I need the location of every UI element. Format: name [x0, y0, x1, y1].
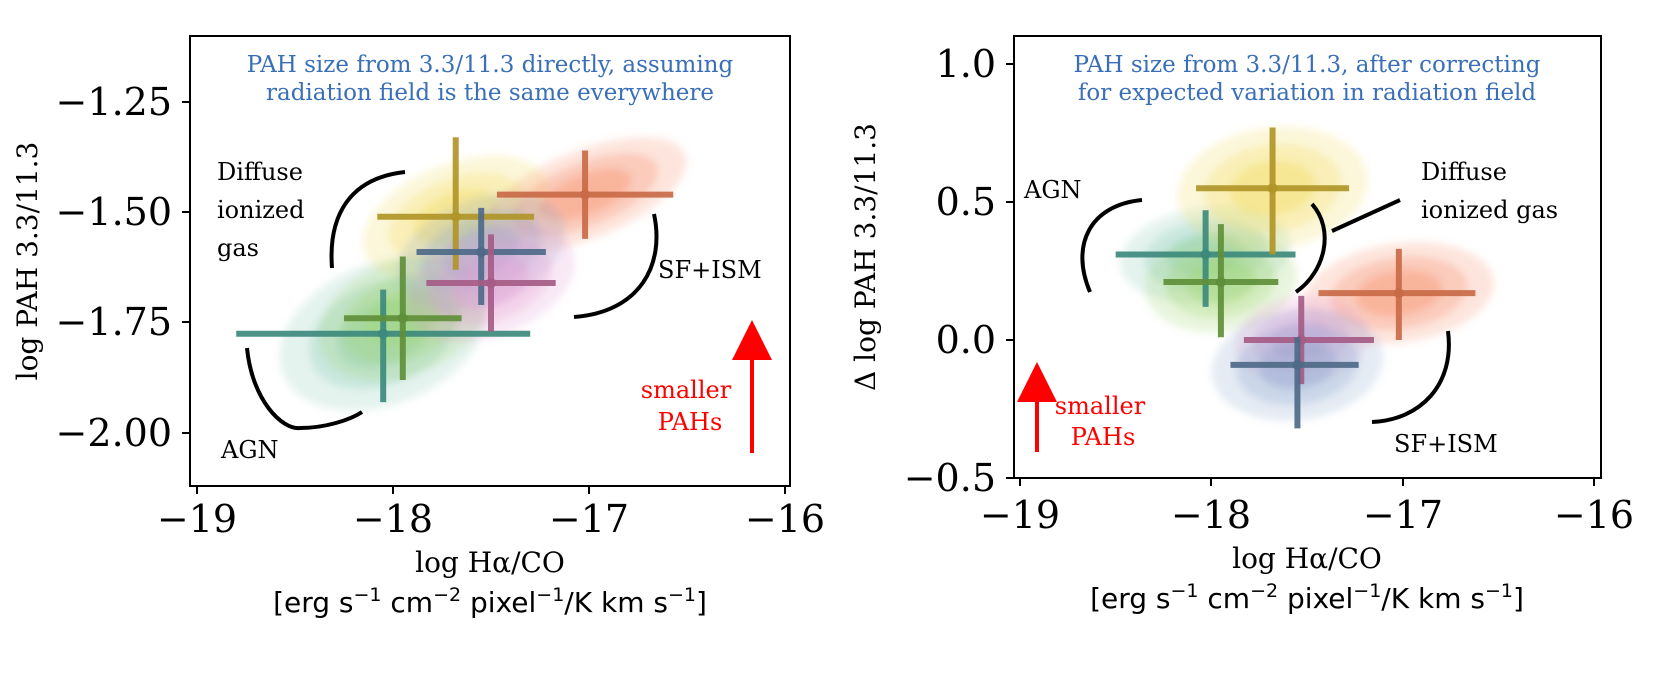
- region-bracket-diffuse: [329, 170, 406, 269]
- data-point: [580, 189, 591, 200]
- y-tick-label: 0.5: [936, 180, 996, 224]
- error-cross: [1318, 248, 1476, 340]
- error-cross: [426, 234, 556, 332]
- x-axis-label: log Hα/CO: [1232, 542, 1382, 575]
- y-axis: −1.25 −1.50 −1.75 −2.00: [56, 80, 190, 455]
- error-cross: [1115, 210, 1296, 307]
- x-axis: −19 −18 −17 −16: [980, 478, 1634, 537]
- panel-title-line-1: PAH size from 3.3/11.3 directly, assumin…: [247, 52, 734, 78]
- data-point: [1393, 288, 1404, 299]
- y-tick-label: −2.00: [56, 411, 172, 455]
- y-tick-label: 0.0: [936, 318, 996, 362]
- arrow-label-line-2: PAHs: [658, 408, 723, 436]
- x-tick-label: −17: [1363, 493, 1443, 537]
- panel-title-line-2: for expected variation in radiation fiel…: [1078, 80, 1537, 106]
- plot-frame: [1013, 35, 1602, 479]
- error-cross: [496, 150, 674, 239]
- error-cross: [236, 289, 531, 403]
- y-tick-label: 1.0: [936, 42, 996, 86]
- region-bracket-sfism: [573, 213, 659, 319]
- data-point: [1292, 359, 1303, 370]
- x-tick-label: −18: [1171, 493, 1251, 537]
- arrow-label-line-1: smaller: [1055, 392, 1146, 420]
- region-bracket-agn: [1080, 198, 1143, 293]
- data-point: [1267, 183, 1278, 194]
- left-panel: PAH size from 3.3/11.3 directly, assumin…: [11, 35, 825, 619]
- data-point: [1215, 277, 1226, 288]
- region-bracket-sfism: [1371, 330, 1451, 424]
- annotation-diffuse-line-3: gas: [217, 234, 259, 262]
- error-bar-crosses: [1115, 127, 1476, 429]
- x-tick-label: −16: [745, 497, 825, 541]
- y-tick-label: −0.5: [904, 456, 996, 500]
- y-tick-label: −1.50: [56, 190, 172, 234]
- data-point: [476, 247, 487, 258]
- x-tick-label: −16: [1554, 493, 1634, 537]
- error-cross: [1196, 127, 1350, 255]
- panel-title-line-1: PAH size from 3.3/11.3, after correcting: [1074, 52, 1541, 78]
- error-cross: [377, 137, 535, 270]
- x-tick-label: −18: [353, 497, 433, 541]
- y-tick-label: −1.25: [56, 80, 172, 124]
- arrow-label-line-2: PAHs: [1071, 423, 1136, 451]
- data-point: [486, 277, 496, 288]
- annotation-sfism: SF+ISM: [1394, 430, 1498, 458]
- y-axis-label: Δ log PAH 3.3/11.3: [849, 123, 882, 391]
- y-axis-label: log PAH 3.3/11.3: [11, 142, 44, 381]
- data-point: [378, 328, 389, 339]
- panel-title-line-2: radiation field is the same everywhere: [266, 80, 714, 106]
- region-bracket-agn: [245, 347, 364, 431]
- data-point: [450, 211, 461, 222]
- region-pointer-diffuse: [1331, 198, 1401, 233]
- x-tick-label: −19: [980, 493, 1060, 537]
- x-axis-units: [erg s−1 cm−2 pixel−1/K km s−1]: [1090, 580, 1524, 615]
- annotation-agn: AGN: [1023, 176, 1082, 204]
- x-axis-units: [erg s−1 cm−2 pixel−1/K km s−1]: [273, 584, 707, 619]
- error-bar-crosses: [236, 137, 674, 403]
- x-tick-label: −19: [157, 497, 237, 541]
- x-axis-label: log Hα/CO: [415, 546, 565, 579]
- error-cross: [1230, 337, 1359, 429]
- error-cross: [344, 256, 462, 381]
- annotation-diffuse-line-1: Diffuse: [217, 158, 303, 186]
- error-cross: [416, 207, 546, 306]
- annotation-agn: AGN: [220, 436, 279, 464]
- y-tick-label: −1.75: [56, 300, 172, 344]
- annotation-diffuse-line-2: ionized: [217, 196, 304, 224]
- region-bracket-diffuse: [1294, 202, 1327, 294]
- annotation-diffuse-line-2: ionized gas: [1421, 196, 1558, 224]
- arrow-label-line-1: smaller: [641, 376, 732, 404]
- x-axis: −19 −18 −17 −16: [157, 486, 825, 541]
- error-cross: [1163, 224, 1279, 338]
- plot-frame: [189, 35, 791, 487]
- data-point: [397, 313, 408, 324]
- data-point: [1200, 249, 1211, 260]
- x-tick-label: −17: [549, 497, 629, 541]
- y-axis: 1.0 0.5 0.0 −0.5: [904, 42, 1014, 500]
- annotation-diffuse-line-1: Diffuse: [1421, 158, 1507, 186]
- annotation-sfism: SF+ISM: [658, 256, 762, 284]
- right-panel: PAH size from 3.3/11.3, after correcting…: [849, 35, 1634, 615]
